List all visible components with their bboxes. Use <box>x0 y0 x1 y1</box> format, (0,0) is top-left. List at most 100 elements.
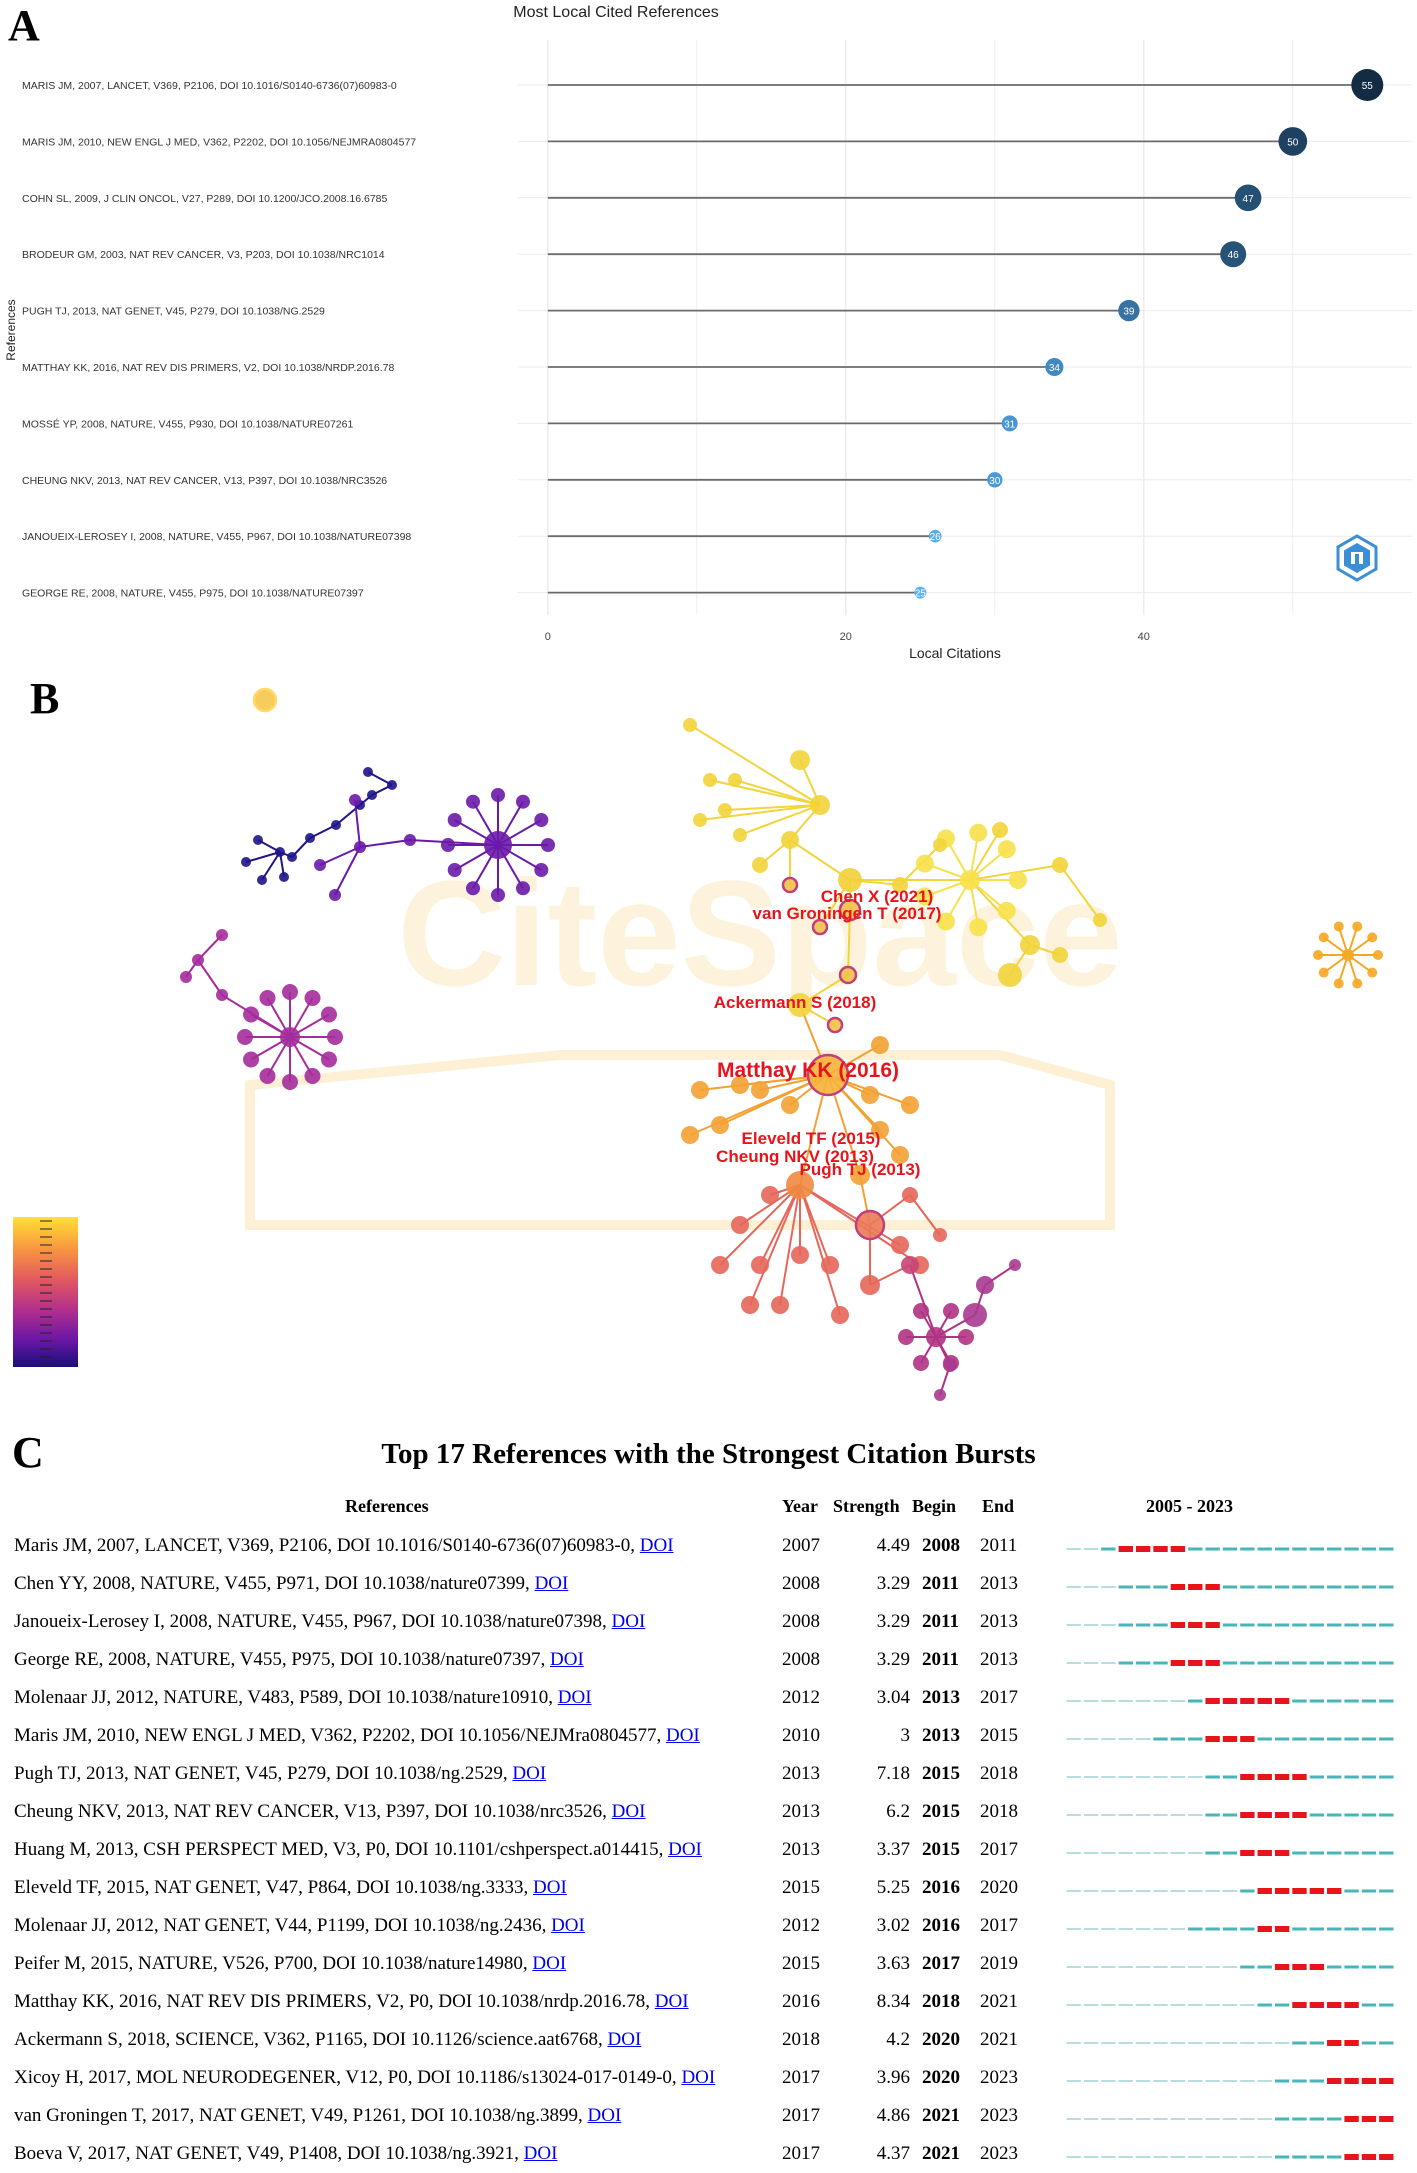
timeline-segment <box>1170 2042 1186 2044</box>
network-nodes <box>180 687 1383 1401</box>
timeline-segment <box>1188 2118 1203 2120</box>
begin-cell: 2015 <box>922 1763 960 1784</box>
timeline-segment <box>1240 2042 1255 2044</box>
doi-link[interactable]: DOI <box>665 1725 700 1746</box>
timeline-segment <box>1205 1547 1220 1551</box>
table-row: Maris JM, 2010, NEW ENGL J MED, V362, P2… <box>0 1717 1417 1755</box>
network-node <box>943 1303 959 1320</box>
timeline-segment <box>1361 1547 1377 1551</box>
reference-cell: Maris JM, 2007, LANCET, V369, P2106, DOI… <box>14 1535 674 1557</box>
burst-timeline <box>1066 2154 1394 2160</box>
timeline-segment <box>1274 1623 1290 1627</box>
header-references: References <box>345 1496 429 1516</box>
timeline-segment <box>1083 1776 1099 1778</box>
doi-link[interactable]: DOI <box>532 1953 567 1974</box>
timeline-segment <box>1257 2003 1272 2007</box>
timeline-segment <box>1361 2154 1377 2160</box>
doi-link[interactable]: DOI <box>550 1649 584 1670</box>
strength-cell: 3.37 <box>876 1839 910 1860</box>
timeline-segment <box>1274 2079 1290 2083</box>
network-edge <box>354 799 361 848</box>
timeline-segment <box>1118 2080 1133 2082</box>
doi-link[interactable]: DOI <box>681 2067 716 2088</box>
timeline-segment <box>1240 1698 1255 1704</box>
timeline-segment <box>1327 1737 1342 1741</box>
timeline-segment <box>1292 1888 1307 1894</box>
end-cell: 2023 <box>980 2143 1018 2164</box>
doi-link[interactable]: DOI <box>551 1915 585 1936</box>
end-cell: 2015 <box>980 1725 1018 1746</box>
timeline-segment <box>1083 1852 1099 1854</box>
network-node <box>466 794 480 809</box>
timeline-segment <box>1344 1661 1359 1665</box>
timeline-segment <box>1344 2154 1359 2160</box>
timeline-segment <box>1309 1927 1325 1931</box>
y-tick-label: MARIS JM, 2007, LANCET, V369, P2106, DOI… <box>22 80 397 92</box>
timeline-segment <box>1188 1776 1203 1778</box>
timeline-segment <box>1170 1546 1186 1552</box>
timeline-segment <box>1274 1888 1290 1894</box>
doi-link[interactable]: DOI <box>587 2105 622 2126</box>
timeline-segment <box>1170 1737 1186 1741</box>
doi-link[interactable]: DOI <box>611 1801 646 1822</box>
strength-cell: 5.25 <box>876 1877 910 1898</box>
network-node <box>752 857 768 873</box>
doi-link[interactable]: DOI <box>654 1991 689 2012</box>
reference-text: Cheung NKV, 2013, NAT REV CANCER, V13, P… <box>14 1801 612 1822</box>
timeline-segment <box>1274 2155 1290 2159</box>
data-label: 31 <box>1004 419 1016 430</box>
reference-cell: Molenaar JJ, 2012, NATURE, V483, P589, D… <box>14 1687 592 1709</box>
timeline-segment <box>1153 2156 1168 2158</box>
strength-cell: 3.29 <box>876 1649 910 1670</box>
end-cell: 2011 <box>980 1535 1018 1556</box>
network-node <box>516 794 530 809</box>
timeline-segment <box>1274 1774 1290 1780</box>
timeline-segment <box>1135 2004 1151 2006</box>
network-edge <box>909 1264 937 1338</box>
timeline-segment <box>1170 1660 1186 1666</box>
begin-cell: 2021 <box>922 2105 960 2126</box>
doi-link[interactable]: DOI <box>512 1763 547 1784</box>
doi-link[interactable]: DOI <box>557 1687 592 1708</box>
doi-link[interactable]: DOI <box>611 1611 646 1632</box>
timeline-segment <box>1361 1661 1377 1665</box>
timeline-segment <box>1292 2079 1307 2083</box>
timeline-segment <box>1327 1775 1342 1779</box>
timeline-segment <box>1083 2080 1099 2082</box>
network-node <box>287 852 297 862</box>
x-axis-ticks: 0 20 40 <box>545 631 1150 643</box>
bibliometrix-logo-icon <box>1336 534 1378 582</box>
network-node <box>216 989 228 1001</box>
doi-link[interactable]: DOI <box>607 2029 642 2050</box>
timeline-segment <box>1118 1890 1133 1892</box>
timeline-segment <box>1188 1890 1203 1892</box>
timeline-segment <box>1118 2004 1133 2006</box>
timeline-segment <box>1066 1624 1081 1626</box>
timeline-segment <box>1361 1585 1377 1589</box>
end-cell: 2023 <box>980 2067 1018 2088</box>
network-node <box>683 718 697 732</box>
reference-cell: Janoueix-Lerosey I, 2008, NATURE, V455, … <box>14 1611 645 1633</box>
timeline-segment <box>1118 1546 1133 1552</box>
x-tick-label: 40 <box>1138 631 1150 643</box>
timeline-segment <box>1083 1890 1099 1892</box>
timeline-segment <box>1274 1585 1290 1589</box>
timeline-segment <box>1205 1851 1220 1855</box>
year-cell: 2017 <box>782 2067 820 2088</box>
network-node <box>915 887 934 906</box>
network-node <box>693 813 707 827</box>
network-node <box>913 1354 929 1371</box>
timeline-segment <box>1170 1852 1186 1854</box>
timeline-segment <box>1361 1813 1377 1817</box>
doi-link[interactable]: DOI <box>639 1535 674 1556</box>
cocitation-network: CiteSpace Chen X (2021)van Groningen T (… <box>13 687 1383 1401</box>
doi-link[interactable]: DOI <box>533 1877 567 1898</box>
doi-link[interactable]: DOI <box>523 2143 558 2164</box>
doi-link[interactable]: DOI <box>534 1573 569 1594</box>
burst-timeline <box>1066 2040 1394 2046</box>
timeline-segment <box>1101 2042 1116 2044</box>
data-label: 30 <box>989 476 1001 487</box>
doi-link[interactable]: DOI <box>668 1839 702 1860</box>
reference-cell: Matthay KK, 2016, NAT REV DIS PRIMERS, V… <box>14 1991 689 2013</box>
timeline-segment <box>1292 2117 1307 2121</box>
